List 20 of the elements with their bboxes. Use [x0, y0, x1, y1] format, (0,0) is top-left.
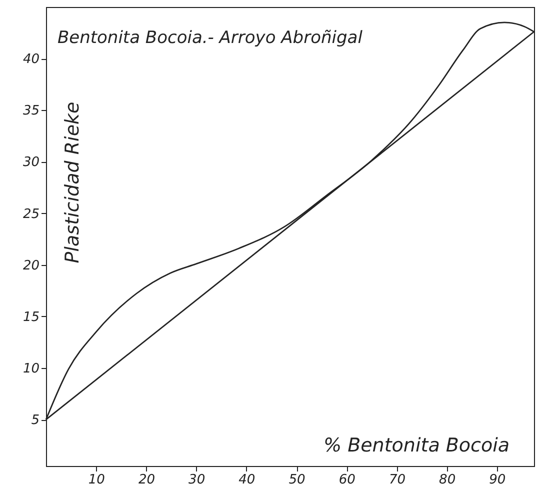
- x-tick-label: 50: [288, 472, 306, 488]
- x-tick-label: 40: [238, 472, 256, 488]
- x-tick-label: 80: [439, 472, 456, 488]
- y-tick-label: 25: [22, 206, 40, 222]
- x-tick-label: 30: [188, 472, 206, 488]
- x-tick-label: 10: [88, 472, 105, 488]
- x-tick-label: 60: [338, 472, 356, 488]
- text: Bentonita Bocoia.- Arroyo Abroñigal: [57, 28, 363, 48]
- y-axis-title: Plasticidad Rieke: [62, 102, 84, 264]
- y-tick-label: 20: [22, 258, 40, 274]
- x-tick-label: 70: [388, 472, 406, 488]
- x-tick-label: 20: [138, 472, 155, 488]
- y-tick-label: 30: [22, 155, 40, 170]
- y-tick-label: 10: [22, 362, 40, 377]
- y-tick-label: 15: [22, 310, 40, 325]
- x-axis-title: % Bentonita Bocoia: [323, 434, 510, 456]
- x-tick-label: 90: [489, 472, 506, 488]
- y-tick-label: 35: [22, 104, 40, 119]
- y-tick-label: 5: [31, 413, 40, 428]
- y-tick-label: 40: [22, 52, 40, 68]
